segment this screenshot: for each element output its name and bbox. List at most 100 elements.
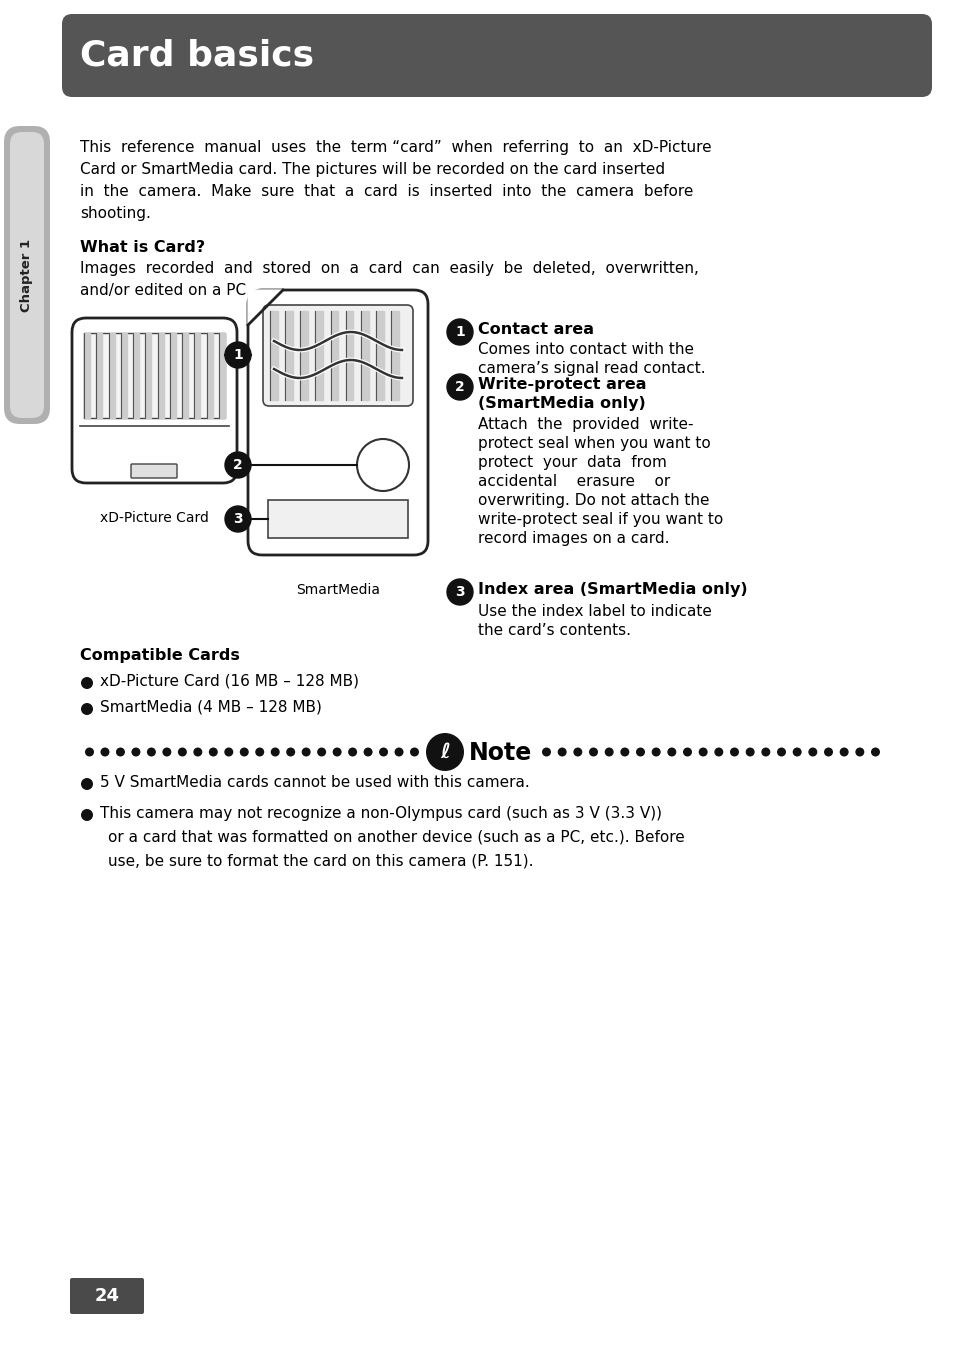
Circle shape — [855, 747, 863, 756]
Circle shape — [225, 452, 251, 478]
FancyBboxPatch shape — [4, 127, 50, 424]
FancyBboxPatch shape — [131, 464, 177, 478]
FancyBboxPatch shape — [263, 306, 413, 406]
Text: and/or edited on a PC.: and/or edited on a PC. — [80, 283, 251, 297]
Circle shape — [378, 747, 388, 756]
Bar — [84, 332, 90, 419]
Text: 1: 1 — [233, 349, 243, 362]
Text: the card’s contents.: the card’s contents. — [477, 623, 630, 638]
Text: write-protect seal if you want to: write-protect seal if you want to — [477, 511, 722, 528]
Text: Card basics: Card basics — [80, 39, 314, 73]
Circle shape — [870, 747, 879, 756]
Circle shape — [426, 734, 463, 771]
Circle shape — [636, 747, 644, 756]
Text: protect  your  data  from: protect your data from — [477, 455, 666, 470]
Text: What is Card?: What is Card? — [80, 240, 205, 254]
Bar — [360, 311, 368, 400]
Circle shape — [807, 747, 817, 756]
Circle shape — [224, 747, 233, 756]
Bar — [157, 332, 164, 419]
Circle shape — [132, 747, 140, 756]
Text: record images on a card.: record images on a card. — [477, 532, 669, 546]
Circle shape — [651, 747, 660, 756]
Polygon shape — [248, 289, 283, 324]
Bar — [132, 332, 139, 419]
Circle shape — [100, 747, 110, 756]
Text: or a card that was formatted on another device (such as a PC, etc.). Before: or a card that was formatted on another … — [108, 830, 684, 845]
Text: Chapter 1: Chapter 1 — [20, 238, 33, 311]
Circle shape — [447, 374, 473, 400]
Circle shape — [81, 809, 92, 821]
FancyBboxPatch shape — [71, 318, 236, 483]
Circle shape — [745, 747, 754, 756]
FancyBboxPatch shape — [62, 13, 931, 97]
Bar — [96, 332, 102, 419]
Circle shape — [729, 747, 739, 756]
Bar — [109, 332, 114, 419]
Circle shape — [316, 747, 326, 756]
Circle shape — [193, 747, 202, 756]
Text: 3: 3 — [455, 586, 464, 599]
Circle shape — [447, 579, 473, 604]
Text: xD-Picture Card: xD-Picture Card — [100, 511, 209, 525]
Text: 24: 24 — [94, 1287, 119, 1306]
Bar — [194, 332, 200, 419]
Circle shape — [348, 747, 356, 756]
Text: Index area (SmartMedia only): Index area (SmartMedia only) — [477, 581, 747, 598]
Circle shape — [301, 747, 311, 756]
Text: This  reference  manual  uses  the  term “card”  when  referring  to  an  xD-Pic: This reference manual uses the term “car… — [80, 140, 711, 155]
Circle shape — [177, 747, 187, 756]
Text: shooting.: shooting. — [80, 206, 151, 221]
Circle shape — [573, 747, 581, 756]
Text: protect seal when you want to: protect seal when you want to — [477, 436, 710, 451]
Bar — [170, 332, 175, 419]
Text: Images  recorded  and  stored  on  a  card  can  easily  be  deleted,  overwritt: Images recorded and stored on a card can… — [80, 261, 699, 276]
FancyBboxPatch shape — [248, 289, 428, 555]
Circle shape — [239, 747, 249, 756]
Circle shape — [395, 747, 403, 756]
Circle shape — [447, 319, 473, 345]
Bar — [270, 311, 277, 400]
Circle shape — [558, 747, 566, 756]
Text: 5 V SmartMedia cards cannot be used with this camera.: 5 V SmartMedia cards cannot be used with… — [100, 775, 529, 790]
FancyBboxPatch shape — [70, 1277, 144, 1314]
Text: 1: 1 — [455, 324, 464, 339]
Bar — [331, 311, 338, 400]
Circle shape — [116, 747, 125, 756]
Circle shape — [255, 747, 264, 756]
Circle shape — [363, 747, 373, 756]
Circle shape — [823, 747, 832, 756]
Circle shape — [81, 677, 92, 689]
Text: Compatible Cards: Compatible Cards — [80, 647, 239, 664]
Bar — [285, 311, 293, 400]
Circle shape — [85, 747, 94, 756]
Text: Attach  the  provided  write-: Attach the provided write- — [477, 417, 693, 432]
Circle shape — [604, 747, 613, 756]
Circle shape — [760, 747, 769, 756]
Circle shape — [682, 747, 691, 756]
Text: camera’s signal read contact.: camera’s signal read contact. — [477, 361, 705, 376]
Bar — [300, 311, 308, 400]
Text: SmartMedia (4 MB – 128 MB): SmartMedia (4 MB – 128 MB) — [100, 700, 321, 715]
Text: This camera may not recognize a non-Olympus card (such as 3 V (3.3 V)): This camera may not recognize a non-Olym… — [100, 806, 661, 821]
Text: in  the  camera.  Make  sure  that  a  card  is  inserted  into  the  camera  be: in the camera. Make sure that a card is … — [80, 184, 693, 199]
Circle shape — [356, 439, 409, 491]
Circle shape — [541, 747, 551, 756]
Circle shape — [225, 506, 251, 532]
Bar — [121, 332, 127, 419]
Circle shape — [209, 747, 217, 756]
Bar — [391, 311, 398, 400]
Bar — [145, 332, 152, 419]
Text: Use the index label to indicate: Use the index label to indicate — [477, 604, 711, 619]
Text: (SmartMedia only): (SmartMedia only) — [477, 396, 645, 411]
Text: use, be sure to format the card on this camera (P. 151).: use, be sure to format the card on this … — [108, 853, 533, 870]
Circle shape — [286, 747, 294, 756]
Circle shape — [225, 342, 251, 367]
Circle shape — [333, 747, 341, 756]
Circle shape — [714, 747, 722, 756]
Bar — [375, 311, 383, 400]
Circle shape — [792, 747, 801, 756]
Circle shape — [162, 747, 172, 756]
Text: Card or SmartMedia card. The pictures will be recorded on the card inserted: Card or SmartMedia card. The pictures wi… — [80, 162, 664, 178]
Text: Contact area: Contact area — [477, 322, 594, 336]
